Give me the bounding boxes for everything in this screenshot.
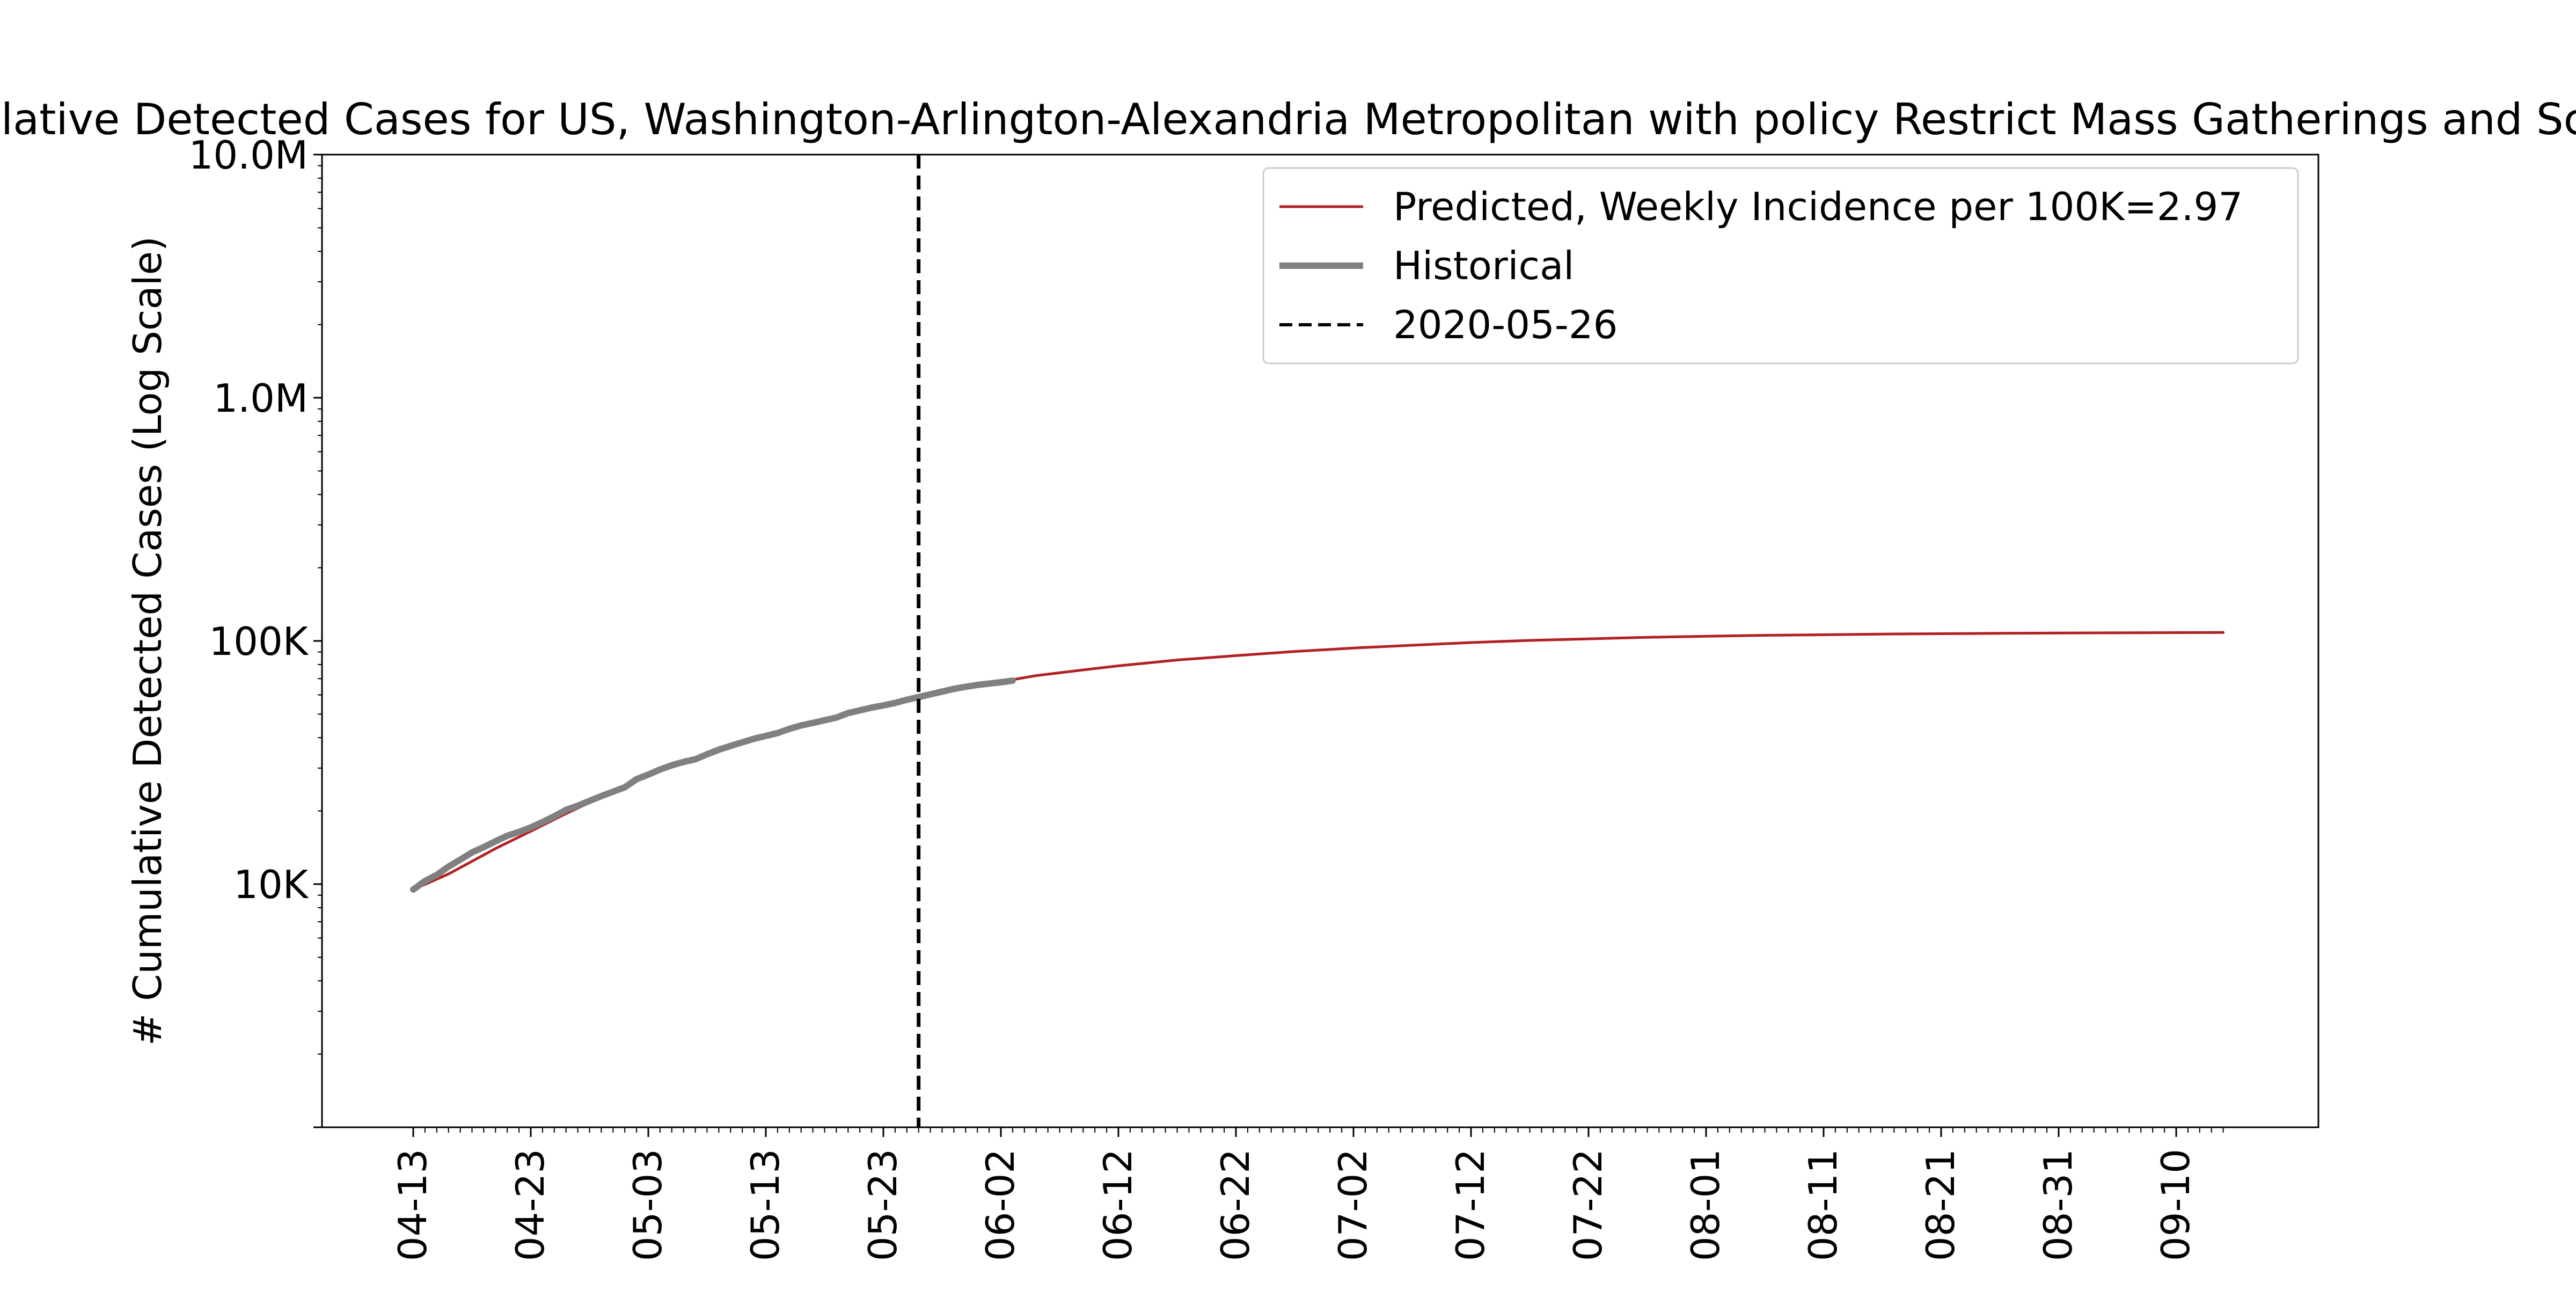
x-tick-label: 07-02 xyxy=(1330,1149,1375,1261)
y-tick-label: 10K xyxy=(233,862,309,907)
series-layer xyxy=(410,631,2225,893)
chart-title: Cumulative Detected Cases for US, Washin… xyxy=(0,94,2576,144)
x-tick-label: 07-12 xyxy=(1448,1149,1493,1261)
x-tick-label: 04-13 xyxy=(390,1149,435,1261)
legend-label-historical: Historical xyxy=(1393,243,1574,288)
x-tick-label: 06-12 xyxy=(1095,1149,1140,1261)
x-tick-label: 07-22 xyxy=(1565,1149,1611,1261)
series-line-historical xyxy=(410,677,1016,893)
legend: Predicted, Weekly Incidence per 100K=2.9… xyxy=(1262,167,2299,364)
y-tick-label: 1.0M xyxy=(213,376,308,421)
legend-label-predicted: Predicted, Weekly Incidence per 100K=2.9… xyxy=(1393,184,2243,229)
x-tick-label: 08-11 xyxy=(1801,1149,1846,1261)
x-tick-label: 05-23 xyxy=(860,1149,905,1261)
x-tick-label: 08-31 xyxy=(2036,1149,2081,1261)
x-tick-label: 06-02 xyxy=(978,1149,1023,1261)
legend-box xyxy=(1262,167,2299,364)
x-tick-label: 06-22 xyxy=(1213,1149,1258,1261)
x-tick-label: 05-13 xyxy=(743,1149,788,1261)
x-tick-label: 04-23 xyxy=(508,1149,553,1261)
x-tick-label: 05-03 xyxy=(625,1149,670,1261)
y-axis-label: # Cumulative Detected Cases (Log Scale) xyxy=(125,236,170,1046)
x-axis: 04-13 04-23 05-03 05-13 05-23 06-02 06-12 06-22… xyxy=(390,1127,2224,1261)
legend-label-vline: 2020-05-26 xyxy=(1393,302,1618,347)
x-tick-label: 08-01 xyxy=(1683,1149,1728,1261)
y-tick-label: 10.0M xyxy=(189,133,308,178)
x-tick-label: 09-10 xyxy=(2153,1149,2198,1261)
y-axis: 10K 100K 1.0M 10.0M xyxy=(189,133,322,1128)
y-tick-label: 100K xyxy=(209,619,309,664)
x-tick-label: 08-21 xyxy=(1918,1149,1963,1261)
